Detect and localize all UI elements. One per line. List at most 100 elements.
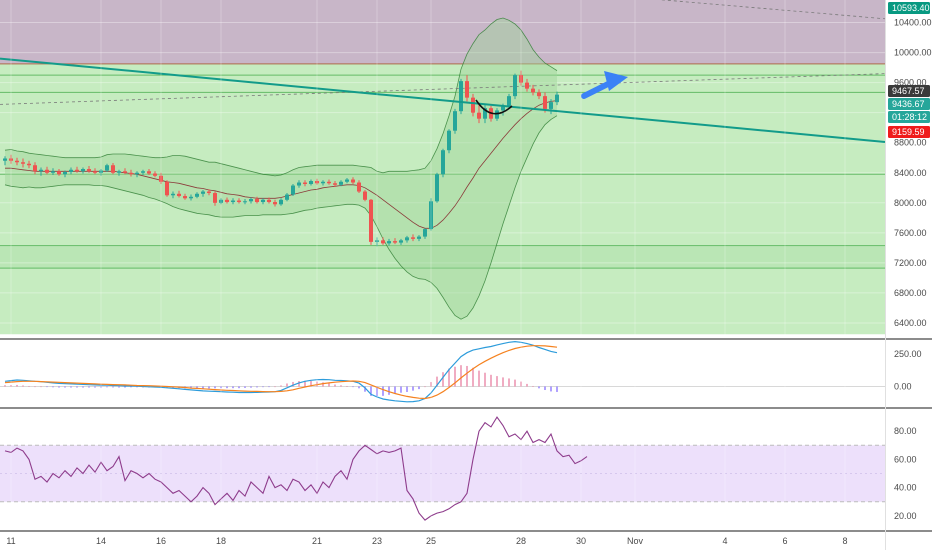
candle bbox=[3, 158, 7, 161]
candle bbox=[141, 171, 145, 173]
candle bbox=[399, 240, 403, 243]
macd-histogram-bar bbox=[460, 365, 462, 387]
zone-0 bbox=[0, 0, 885, 64]
price-badge-label: 10593.40 bbox=[892, 3, 930, 13]
candle bbox=[135, 172, 139, 175]
candle bbox=[261, 199, 265, 203]
candle bbox=[153, 173, 157, 176]
candle bbox=[15, 160, 19, 163]
macd-histogram-bar bbox=[304, 380, 306, 387]
macd-histogram-bar bbox=[226, 386, 228, 389]
macd-histogram-bar bbox=[106, 386, 108, 388]
x-tick-label: 11 bbox=[6, 536, 15, 546]
candle bbox=[189, 196, 193, 199]
macd-histogram-bar bbox=[370, 386, 372, 396]
macd-histogram-bar bbox=[508, 378, 510, 387]
macd-histogram-bar bbox=[520, 381, 522, 387]
macd-line bbox=[4, 340, 558, 403]
macd-histogram-bar bbox=[466, 365, 468, 387]
candle bbox=[531, 88, 535, 93]
candle bbox=[57, 171, 61, 175]
candle bbox=[225, 199, 229, 203]
price-badge[interactable] bbox=[888, 2, 930, 14]
macd-tick-label: 0.00 bbox=[894, 382, 912, 392]
macd-histogram-bar bbox=[322, 382, 324, 387]
macd-histogram-bar bbox=[94, 386, 96, 388]
candle bbox=[45, 169, 49, 173]
x-tick-label: 6 bbox=[782, 536, 787, 546]
macd-histogram-bar bbox=[544, 386, 546, 391]
candle bbox=[63, 172, 67, 175]
macd-histogram-bar bbox=[28, 385, 30, 387]
macd-histogram-bar bbox=[418, 386, 420, 390]
macd-histogram-bar bbox=[400, 386, 402, 393]
y-tick-label: 10400.00 bbox=[894, 18, 932, 28]
macd-histogram-bar bbox=[166, 386, 168, 388]
bollinger-upper-line bbox=[4, 17, 558, 177]
candle bbox=[33, 165, 37, 172]
candle bbox=[321, 181, 325, 184]
rsi-panel bbox=[0, 416, 885, 521]
candle bbox=[363, 191, 367, 200]
macd-histogram-bar bbox=[424, 386, 426, 388]
macd-histogram-bar bbox=[430, 382, 432, 387]
x-tick-label: 21 bbox=[312, 536, 322, 546]
candle bbox=[537, 92, 541, 97]
price-badge[interactable] bbox=[888, 111, 930, 123]
candle bbox=[303, 182, 307, 185]
rsi-band bbox=[0, 445, 885, 502]
y-tick-label: 8400.00 bbox=[894, 168, 927, 178]
candle bbox=[369, 199, 373, 242]
candle bbox=[207, 191, 211, 194]
candle bbox=[435, 174, 439, 202]
macd-histogram-bar bbox=[22, 385, 24, 387]
macd-histogram-bar bbox=[52, 386, 54, 388]
macd-histogram-bar bbox=[214, 386, 216, 389]
macd-histogram-bar bbox=[46, 386, 48, 388]
candle bbox=[351, 179, 355, 183]
arrow-head-icon[interactable] bbox=[604, 71, 628, 91]
macd-histogram-bar bbox=[34, 386, 36, 388]
candle bbox=[429, 201, 433, 230]
candle bbox=[339, 181, 343, 185]
macd-histogram-bar bbox=[292, 381, 294, 387]
macd-histogram-bar bbox=[112, 386, 114, 388]
candle bbox=[123, 171, 127, 173]
price-badge[interactable] bbox=[888, 126, 930, 138]
y-tick-label: 8800.00 bbox=[894, 138, 927, 148]
candle bbox=[327, 181, 331, 184]
candle bbox=[525, 82, 529, 89]
macd-histogram-bar bbox=[352, 386, 354, 388]
macd-histogram-bar bbox=[208, 386, 210, 389]
candle bbox=[465, 81, 469, 98]
y-tick-label: 8000.00 bbox=[894, 198, 927, 208]
x-tick-label: Nov bbox=[627, 536, 644, 546]
macd-histogram-bar bbox=[532, 385, 534, 387]
macd-histogram-bar bbox=[88, 386, 90, 388]
candle bbox=[471, 97, 475, 113]
rsi-line bbox=[4, 416, 588, 521]
x-tick-label: 4 bbox=[722, 536, 727, 546]
dashed-trendline-upper[interactable] bbox=[620, 0, 886, 20]
macd-histogram-bar bbox=[526, 383, 528, 387]
candle bbox=[165, 181, 169, 196]
trendline[interactable] bbox=[0, 57, 886, 143]
candle bbox=[375, 240, 379, 242]
candle bbox=[171, 193, 175, 196]
macd-histogram-bar bbox=[496, 376, 498, 387]
candle bbox=[9, 158, 13, 161]
cup-pattern-curve[interactable] bbox=[475, 99, 513, 115]
macd-histogram-bar bbox=[244, 386, 246, 388]
macd-histogram-bar bbox=[4, 385, 6, 387]
y-tick-label: 10000.00 bbox=[894, 48, 932, 58]
price-badge[interactable] bbox=[888, 85, 930, 97]
price-badge-label: 01:28:12 bbox=[892, 112, 927, 122]
candle bbox=[195, 193, 199, 197]
macd-histogram-bar bbox=[250, 386, 252, 388]
candle bbox=[423, 229, 427, 237]
price-scale[interactable]: 10400.00 10000.00 9600.00 8800.00 8400.00 800… bbox=[885, 0, 932, 550]
candle bbox=[117, 171, 121, 173]
price-badge[interactable] bbox=[888, 98, 930, 110]
